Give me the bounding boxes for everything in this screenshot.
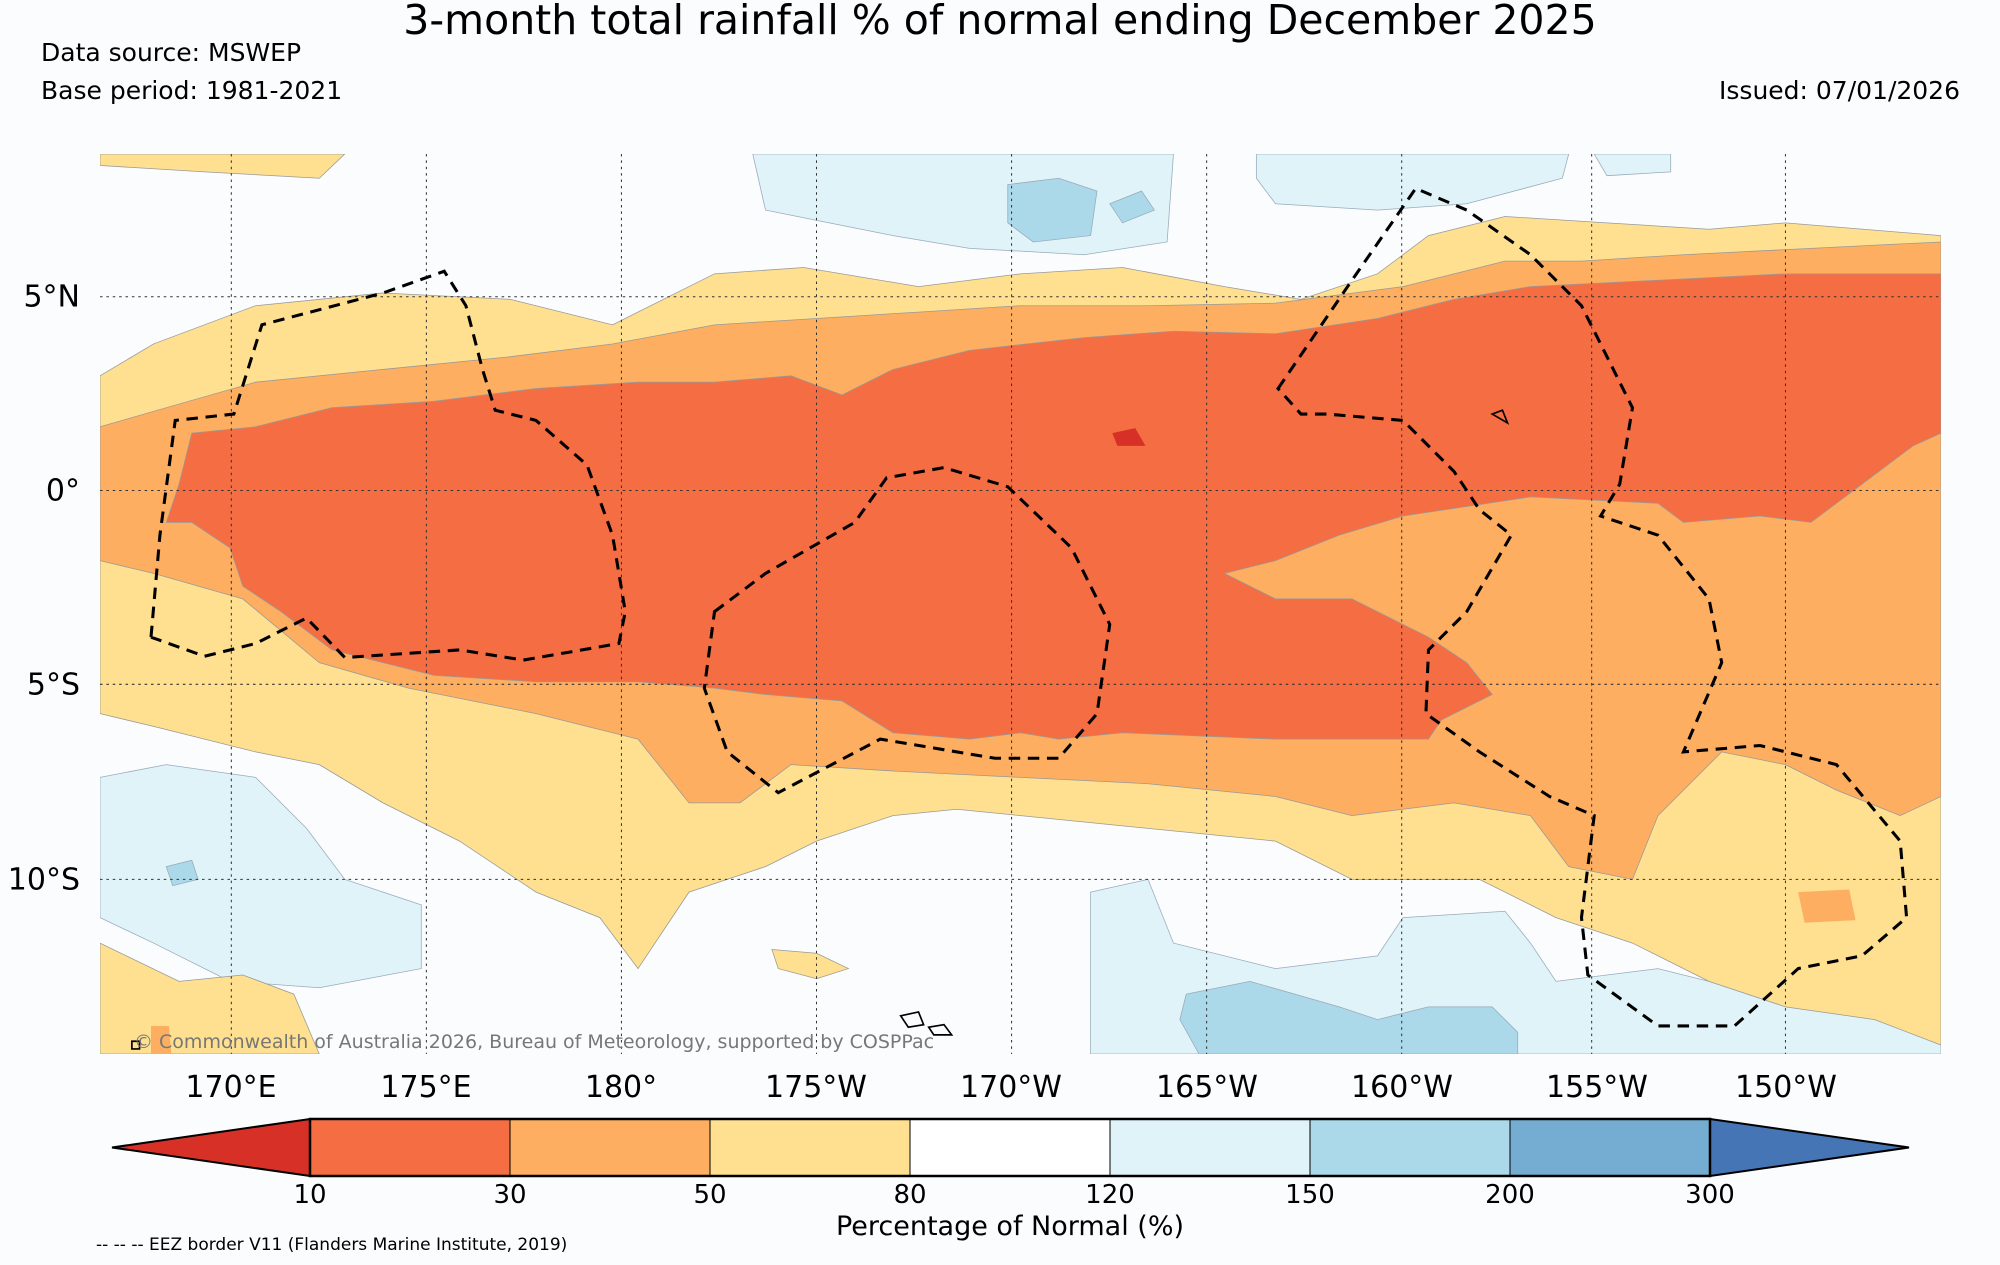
latitude-label: 0° [45, 473, 80, 509]
colorbar-tick-label: 200 [1485, 1180, 1535, 1210]
rainfall-50-80-patch [771, 949, 850, 980]
above-normal-areas [100, 154, 1941, 1054]
colorbar-outline [308, 1117, 1712, 1178]
longitude-label: 155°W [1546, 1070, 1648, 1105]
rainfall-30-50-patch [1798, 889, 1856, 923]
colorbar-segment [509, 1118, 711, 1177]
eez-borders [149, 186, 1909, 1028]
latitude-label: 5°S [26, 667, 80, 703]
latitude-label: 5°N [23, 279, 80, 315]
colorbar-tick-label: 10 [293, 1180, 327, 1210]
longitude-label: 170°W [960, 1070, 1062, 1105]
colorbar-label: Percentage of Normal (%) [835, 1211, 1185, 1242]
rainfall-10-30-area [165, 273, 1941, 740]
rainfall-below-10-area [1112, 428, 1146, 446]
data-source: Data source: MSWEP [41, 38, 302, 67]
colorbar-segment [909, 1118, 1111, 1177]
colorbar-tick-label: 300 [1685, 1180, 1735, 1210]
rainfall-50-80-area-nw [100, 154, 346, 179]
eez-legend-note: -- -- -- EEZ border V11 (Flanders Marine… [96, 1235, 568, 1255]
longitude-label: 165°W [1156, 1070, 1258, 1105]
colorbar-segment [309, 1118, 511, 1177]
longitude-label: 160°W [1351, 1070, 1453, 1105]
rainfall-map [100, 154, 1941, 1054]
colorbar-segment [1509, 1118, 1711, 1177]
colorbar-segment [709, 1118, 911, 1177]
longitude-label: 175°E [380, 1070, 472, 1105]
longitude-label: 150°W [1735, 1070, 1837, 1105]
longitude-label: 180° [584, 1070, 658, 1105]
colorbar-tick-label: 150 [1285, 1180, 1335, 1210]
colorbar-segment [1309, 1118, 1511, 1177]
colorbar-extend-low [111, 1117, 311, 1178]
colorbar-segment [1109, 1118, 1311, 1177]
latitude-label: 10°S [7, 862, 80, 898]
rainfall-30-50-patch [150, 1025, 172, 1054]
longitude-label: 170°E [185, 1070, 277, 1105]
colorbar-tick-label: 80 [893, 1180, 927, 1210]
copyright-notice: © Commonwealth of Australia 2026, Bureau… [134, 1031, 935, 1053]
colorbar-tick-label: 30 [493, 1180, 527, 1210]
longitude-label: 175°W [765, 1070, 867, 1105]
colorbar-extend-high [1709, 1117, 1910, 1178]
map-title: 3-month total rainfall % of normal endin… [403, 0, 1597, 44]
colorbar-tick-label: 50 [693, 1180, 727, 1210]
colorbar [111, 1117, 1910, 1178]
graticule [100, 154, 1941, 1054]
base-period: Base period: 1981-2021 [41, 76, 343, 105]
issued-date: Issued: 07/01/2026 [1719, 76, 1960, 105]
colorbar-tick-label: 120 [1085, 1180, 1135, 1210]
islands [131, 409, 1510, 1050]
